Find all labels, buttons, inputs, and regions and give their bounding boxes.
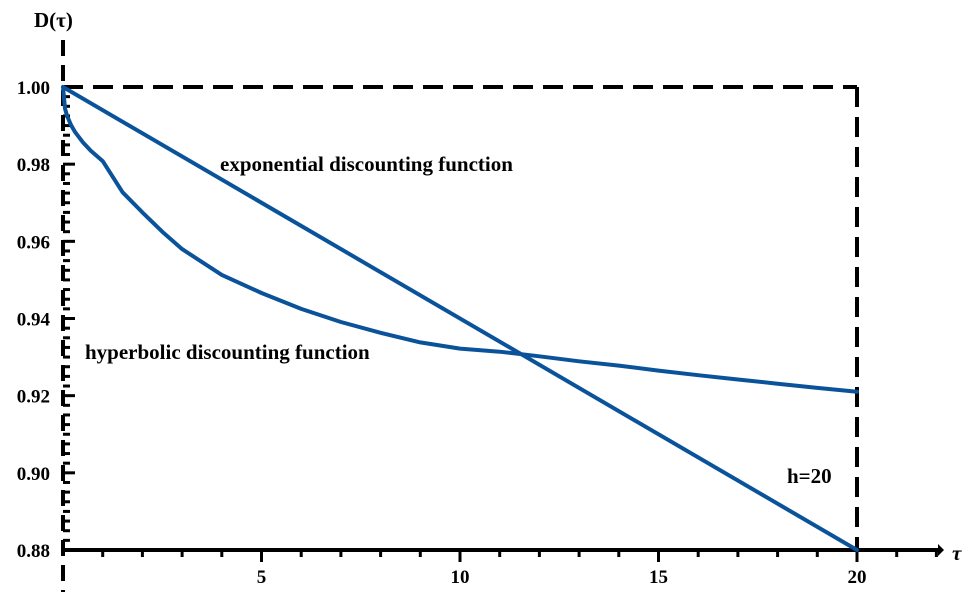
y-tick-label: 1.00 [17,78,50,99]
exponential-annotation: exponential discounting function [220,152,513,176]
horizon-annotation: h=20 [787,464,832,488]
x-tick-label: 5 [257,567,267,588]
y-tick-label: 0.94 [17,310,51,331]
x-tick-label: 10 [451,567,470,588]
y-tick-label: 0.90 [17,464,50,485]
hyperbolic-annotation: hyperbolic discounting function [85,340,370,364]
x-tick-label: 15 [649,567,668,588]
y-tick-label: 0.88 [17,541,50,562]
hyperbolic-series-line [61,85,859,394]
x-axis-label: τ [952,541,962,565]
horizon-box [63,85,859,550]
axes [61,40,944,592]
x-tick-label: 20 [848,567,867,588]
y-axis-label: D(τ) [34,8,73,32]
series-lines [61,85,859,552]
x-axis-arrow [938,544,944,556]
y-tick-label: 0.98 [17,155,50,176]
exponential-series-line [61,85,859,552]
y-tick-label: 0.92 [17,387,50,408]
y-tick-label: 0.96 [17,232,50,253]
